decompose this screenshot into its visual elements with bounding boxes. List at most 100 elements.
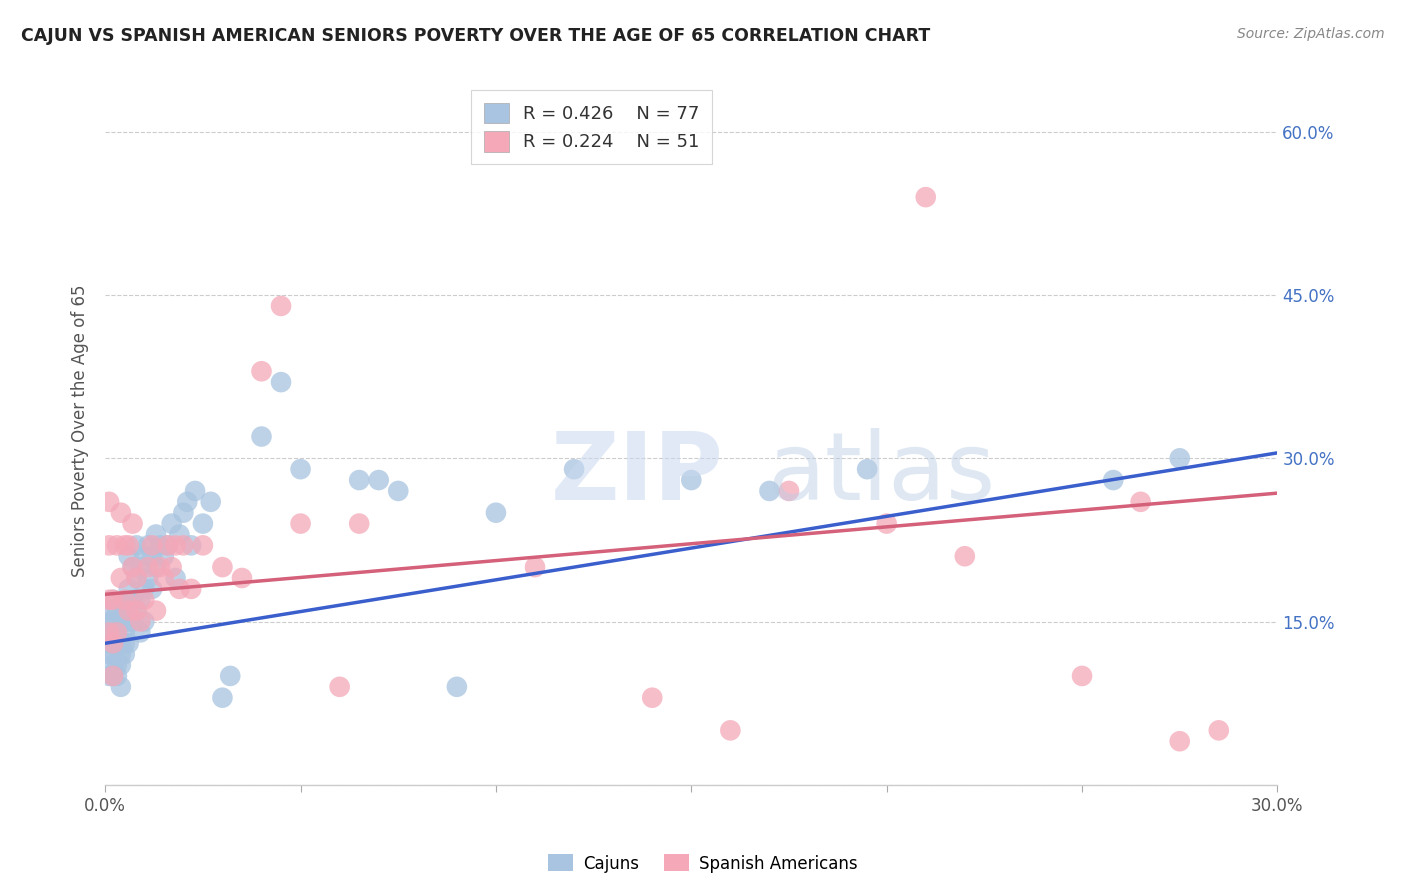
Point (101, 636, 124, 650)
Point (125, 604, 148, 618)
Point (153, 549, 176, 564)
Y-axis label: Seniors Poverty Over the Age of 65: Seniors Poverty Over the Age of 65 (72, 285, 89, 577)
Point (110, 680, 132, 694)
Point (347, 516, 370, 531)
Point (329, 680, 352, 694)
Point (98, 625, 121, 640)
Point (211, 690, 233, 705)
Point (118, 604, 141, 618)
Point (136, 571, 159, 585)
Point (191, 538, 214, 552)
Legend: R = 0.426    N = 77, R = 0.224    N = 51: R = 0.426 N = 77, R = 0.224 N = 51 (471, 90, 713, 164)
Point (136, 560, 159, 574)
Point (98, 636, 121, 650)
Point (250, 364, 273, 378)
Point (101, 669, 124, 683)
Point (1102, 473, 1125, 487)
Point (118, 636, 141, 650)
Point (1129, 495, 1152, 509)
Text: atlas: atlas (768, 427, 995, 519)
Point (718, 723, 741, 738)
Point (156, 538, 179, 552)
Point (101, 592, 124, 607)
Point (141, 549, 163, 564)
Point (114, 592, 136, 607)
Point (219, 669, 242, 683)
Point (180, 538, 202, 552)
Point (98, 669, 121, 683)
Point (114, 647, 136, 661)
Point (136, 538, 159, 552)
Point (231, 571, 253, 585)
Point (914, 190, 936, 204)
Point (290, 516, 312, 531)
Point (110, 506, 132, 520)
Point (118, 538, 141, 552)
Point (176, 495, 198, 509)
Point (118, 549, 141, 564)
Point (98, 647, 121, 661)
Point (101, 658, 124, 673)
Point (105, 669, 128, 683)
Point (101, 669, 124, 683)
Point (98, 538, 121, 552)
Point (1208, 723, 1230, 738)
Point (125, 571, 148, 585)
Point (121, 560, 143, 574)
Point (129, 560, 152, 574)
Point (118, 615, 141, 629)
Point (101, 615, 124, 629)
Point (172, 506, 194, 520)
Point (114, 592, 136, 607)
Point (134, 615, 156, 629)
Point (387, 483, 409, 498)
Point (856, 462, 879, 476)
Point (125, 571, 148, 585)
Point (141, 538, 163, 552)
Point (641, 690, 664, 705)
Point (110, 615, 132, 629)
Point (270, 299, 292, 313)
Point (121, 516, 143, 531)
Point (114, 538, 136, 552)
Point (169, 582, 191, 596)
Point (98, 592, 121, 607)
Point (105, 636, 128, 650)
Point (98, 625, 121, 640)
Point (101, 592, 124, 607)
Point (110, 571, 132, 585)
Text: Source: ZipAtlas.com: Source: ZipAtlas.com (1237, 27, 1385, 41)
Point (129, 615, 152, 629)
Point (110, 658, 132, 673)
Point (160, 560, 183, 574)
Point (98, 604, 121, 618)
Point (134, 549, 156, 564)
Point (149, 538, 172, 552)
Point (121, 615, 143, 629)
Point (1168, 734, 1191, 748)
Point (105, 658, 128, 673)
Point (180, 582, 202, 596)
Point (101, 647, 124, 661)
Point (1071, 669, 1094, 683)
Point (105, 625, 128, 640)
Point (125, 538, 148, 552)
Point (160, 516, 183, 531)
Point (145, 604, 167, 618)
Point (110, 647, 132, 661)
Legend: Cajuns, Spanish Americans: Cajuns, Spanish Americans (541, 847, 865, 880)
Point (367, 473, 389, 487)
Point (134, 582, 156, 596)
Point (134, 592, 156, 607)
Point (105, 538, 128, 552)
Point (129, 625, 152, 640)
Point (485, 506, 508, 520)
Point (121, 560, 143, 574)
Point (562, 462, 585, 476)
Point (110, 636, 132, 650)
Point (101, 636, 124, 650)
Point (105, 604, 128, 618)
Point (211, 560, 233, 574)
Point (184, 483, 207, 498)
Point (1168, 451, 1191, 466)
